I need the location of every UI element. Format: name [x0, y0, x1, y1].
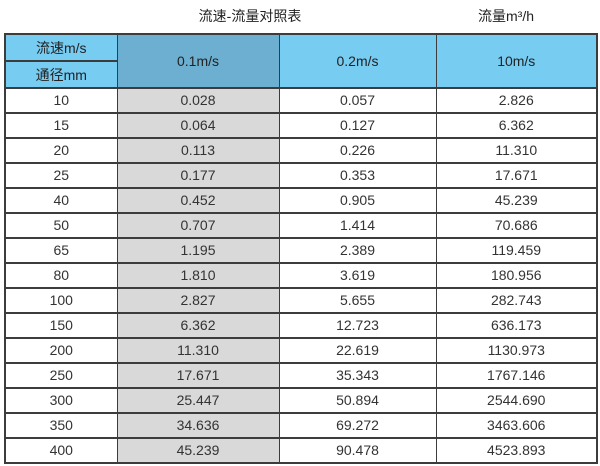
flow-value-cell: 6.362: [116, 312, 280, 339]
flow-value-cell: 1130.973: [435, 337, 598, 364]
table-row: 200 11.310 22.619 1130.973: [4, 337, 598, 364]
table-row: 400 45.239 90.478 4523.893: [4, 437, 598, 464]
table-row: 15 0.064 0.127 6.362: [4, 112, 598, 139]
flow-value-cell: 5.655: [278, 287, 437, 314]
flow-value-cell: 69.272: [278, 412, 437, 439]
flow-value-cell: 180.956: [435, 262, 598, 289]
diameter-cell: 15: [4, 112, 118, 139]
flow-value-cell: 11.310: [435, 137, 598, 164]
column-header-10ms: 10m/s: [435, 33, 598, 89]
flow-value-cell: 12.723: [278, 312, 437, 339]
table-row: 65 1.195 2.389 119.459: [4, 237, 598, 264]
flow-value-cell: 119.459: [435, 237, 598, 264]
table-row: 50 0.707 1.414 70.686: [4, 212, 598, 239]
flow-value-cell: 0.353: [278, 162, 437, 189]
flow-value-cell: 0.028: [116, 87, 280, 114]
flow-value-cell: 70.686: [435, 212, 598, 239]
diameter-cell: 150: [4, 312, 118, 339]
diameter-cell: 40: [4, 187, 118, 214]
table-row: 150 6.362 12.723 636.173: [4, 312, 598, 339]
table-row: 20 0.113 0.226 11.310: [4, 137, 598, 164]
flow-value-cell: 25.447: [116, 387, 280, 414]
flow-unit-label: 流量m³/h: [478, 8, 534, 24]
flow-value-cell: 11.310: [116, 337, 280, 364]
table-row: 80 1.810 3.619 180.956: [4, 262, 598, 289]
flow-value-cell: 2544.690: [435, 387, 598, 414]
table-row: 100 2.827 5.655 282.743: [4, 287, 598, 314]
diameter-cell: 20: [4, 137, 118, 164]
flow-value-cell: 282.743: [435, 287, 598, 314]
title-bar: 流速-流量对照表 流量m³/h: [0, 0, 600, 33]
diameter-cell: 200: [4, 337, 118, 364]
flow-value-cell: 1767.146: [435, 362, 598, 389]
flow-value-cell: 17.671: [435, 162, 598, 189]
flow-value-cell: 0.452: [116, 187, 280, 214]
table-row: 350 34.636 69.272 3463.606: [4, 412, 598, 439]
flow-value-cell: 0.064: [116, 112, 280, 139]
flow-value-cell: 45.239: [435, 187, 598, 214]
flow-value-cell: 45.239: [116, 437, 280, 464]
column-header-0-1ms: 0.1m/s: [116, 33, 280, 89]
flow-value-cell: 2.826: [435, 87, 598, 114]
flow-value-cell: 1.810: [116, 262, 280, 289]
table-header: 流速m/s 0.1m/s 0.2m/s 10m/s 通径mm: [4, 33, 598, 89]
flow-value-cell: 1.195: [116, 237, 280, 264]
flow-value-cell: 3463.606: [435, 412, 598, 439]
flow-value-cell: 636.173: [435, 312, 598, 339]
diameter-cell: 50: [4, 212, 118, 239]
corner-cell-velocity-label: 流速m/s: [4, 33, 118, 62]
flow-value-cell: 0.177: [116, 162, 280, 189]
diameter-cell: 300: [4, 387, 118, 414]
flow-value-cell: 90.478: [278, 437, 437, 464]
diameter-cell: 400: [4, 437, 118, 464]
flow-value-cell: 22.619: [278, 337, 437, 364]
corner-cell-diameter-label: 通径mm: [4, 60, 118, 89]
flow-value-cell: 0.127: [278, 112, 437, 139]
diameter-cell: 80: [4, 262, 118, 289]
flow-value-cell: 0.226: [278, 137, 437, 164]
flow-value-cell: 34.636: [116, 412, 280, 439]
page-title: 流速-流量对照表: [198, 8, 302, 24]
diameter-cell: 350: [4, 412, 118, 439]
diameter-cell: 10: [4, 87, 118, 114]
diameter-cell: 100: [4, 287, 118, 314]
table-body: 10 0.028 0.057 2.826 15 0.064 0.127 6.362 20 0.11…: [4, 87, 598, 464]
flow-value-cell: 17.671: [116, 362, 280, 389]
flow-value-cell: 2.827: [116, 287, 280, 314]
flow-value-cell: 50.894: [278, 387, 437, 414]
flow-value-cell: 6.362: [435, 112, 598, 139]
flow-value-cell: 0.057: [278, 87, 437, 114]
table-row: 300 25.447 50.894 2544.690: [4, 387, 598, 414]
flow-value-cell: 35.343: [278, 362, 437, 389]
diameter-cell: 25: [4, 162, 118, 189]
column-header-0-2ms: 0.2m/s: [278, 33, 437, 89]
flow-value-cell: 0.905: [278, 187, 437, 214]
table-row: 40 0.452 0.905 45.239: [4, 187, 598, 214]
flow-value-cell: 0.707: [116, 212, 280, 239]
table-row: 10 0.028 0.057 2.826: [4, 87, 598, 114]
flow-value-cell: 3.619: [278, 262, 437, 289]
flow-conversion-table: 流速m/s 0.1m/s 0.2m/s 10m/s 通径mm 10 0.028 0.…: [4, 33, 598, 464]
flow-value-cell: 2.389: [278, 237, 437, 264]
table-row: 25 0.177 0.353 17.671: [4, 162, 598, 189]
flow-value-cell: 1.414: [278, 212, 437, 239]
table-row: 250 17.671 35.343 1767.146: [4, 362, 598, 389]
diameter-cell: 65: [4, 237, 118, 264]
diameter-cell: 250: [4, 362, 118, 389]
flow-value-cell: 0.113: [116, 137, 280, 164]
flow-value-cell: 4523.893: [435, 437, 598, 464]
